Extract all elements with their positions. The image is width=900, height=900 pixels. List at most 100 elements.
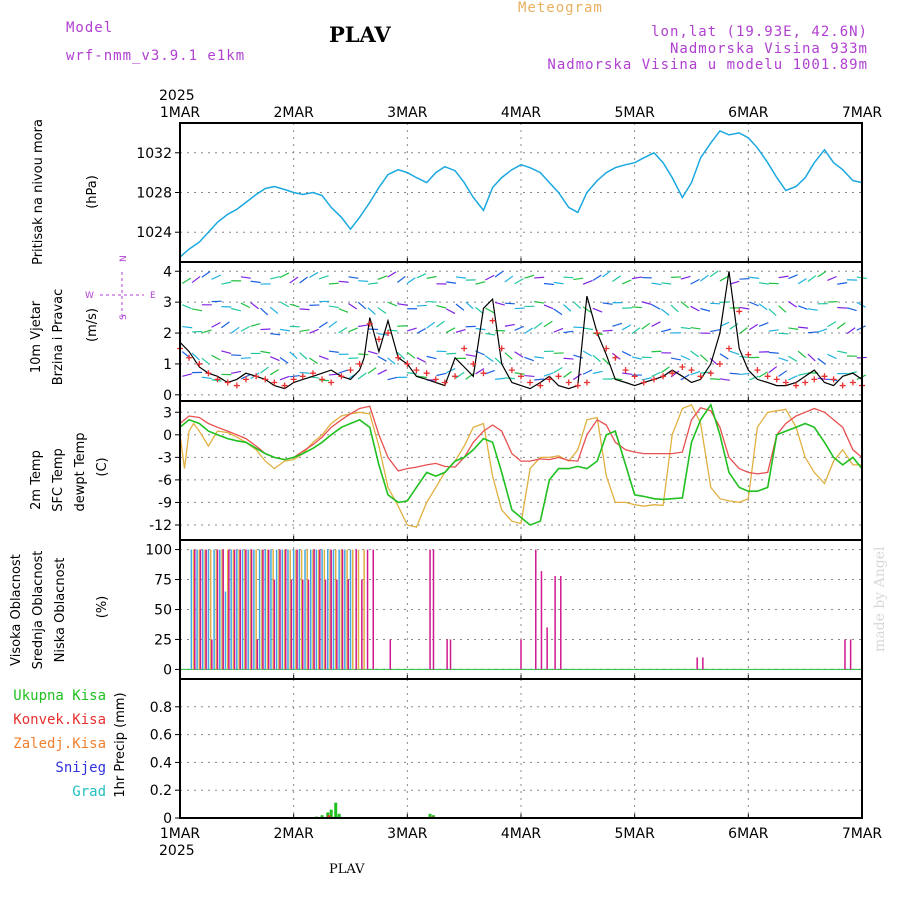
wind-gust-mark — [583, 379, 590, 386]
wind-speed-line — [179, 271, 863, 390]
wind-arrow — [357, 301, 367, 310]
precip-bar — [428, 813, 432, 818]
wind-arrow — [367, 307, 376, 315]
wind-arrow — [201, 271, 211, 278]
wind-arrow — [240, 302, 251, 309]
wind-arrow — [348, 276, 359, 279]
wind-gust-mark — [413, 367, 420, 374]
cloud-low-axis-title: Niska Oblacnost — [53, 558, 68, 663]
wind-arrow — [768, 351, 779, 354]
pressure-axis-title: Pritisak na nivou mora — [31, 119, 46, 265]
wind-gust-mark — [574, 382, 581, 389]
wind-gust-mark — [338, 373, 345, 380]
y-tick-label: 4 — [163, 264, 172, 280]
wind-arrow — [690, 350, 700, 358]
wind-arrow — [279, 375, 290, 381]
wind-arrow — [641, 322, 651, 330]
wind-gust-mark — [754, 367, 761, 374]
lonlat-label: lon,lat (19.93E, 42.6N) — [651, 24, 868, 40]
wind-arrow — [299, 276, 308, 284]
wind-arrow — [690, 305, 700, 312]
y-tick-label: 2 — [163, 326, 172, 342]
y-tick-label: 0.2 — [150, 783, 172, 799]
wind-arrow — [768, 366, 778, 374]
wind-gust-mark — [811, 376, 818, 383]
wind-arrow — [563, 370, 572, 378]
wind-arrow — [387, 329, 398, 332]
wind-arrow — [250, 322, 261, 327]
wind-arrow — [680, 374, 690, 381]
panel-frame — [179, 122, 863, 263]
wind-arrow — [582, 306, 592, 313]
wind-gust-mark — [782, 379, 789, 386]
wind-arrow — [455, 276, 466, 279]
y-tick-label: 0 — [163, 811, 172, 827]
wind-arrow — [680, 275, 691, 280]
wind-arrow — [592, 307, 603, 313]
wind-arrow — [846, 307, 857, 312]
wind-arrow — [455, 303, 465, 311]
wind-arrow — [837, 350, 848, 354]
product-title: Meteogram — [518, 0, 603, 16]
wind-gust-mark — [423, 370, 430, 377]
wind-arrow — [269, 306, 279, 315]
wind-arrow — [211, 379, 222, 382]
wind-arrow — [797, 372, 809, 376]
wind-arrow — [250, 302, 259, 310]
wind-gust-mark — [461, 345, 468, 352]
y-tick-label: 25 — [154, 632, 172, 648]
wind-arrow — [328, 282, 339, 285]
wind-arrow — [358, 280, 369, 282]
wind-arrow — [387, 271, 397, 278]
wind-arrow — [211, 274, 221, 280]
time-label-top: 7MAR — [842, 105, 883, 121]
wind-arrow — [191, 308, 203, 312]
wind-gust-mark — [205, 370, 212, 377]
wind-arrow — [231, 307, 242, 312]
time-label-bottom: 3MAR — [387, 826, 428, 842]
wind-arrow — [573, 277, 584, 281]
time-label-bottom: 7MAR — [842, 826, 883, 842]
wind-arrow — [504, 275, 514, 283]
y-tick-label: -12 — [149, 518, 172, 534]
wind-arrow — [592, 274, 602, 282]
wind-arrow — [484, 355, 494, 363]
wind-arrow — [778, 332, 789, 335]
wind-arrow — [358, 353, 369, 356]
wind-gust-mark — [299, 373, 306, 380]
compass-cross — [100, 272, 144, 318]
wind-arrow — [485, 307, 495, 314]
wind-arrow — [181, 277, 192, 284]
model-elevation-label: Nadmorska Visina u modelu 1001.89m — [547, 57, 868, 73]
wind-gust-mark — [527, 379, 534, 386]
pressure-axis-unit: (hPa) — [85, 175, 100, 209]
compass-w: W — [85, 291, 94, 301]
wind-arrow — [495, 377, 506, 380]
wind-arrow — [660, 366, 670, 374]
wind-gust-mark — [839, 382, 846, 389]
wind-arrow — [270, 333, 281, 336]
wind-gust-mark — [186, 354, 193, 361]
wind-arrow — [406, 351, 416, 359]
temp2m-axis-title: 2m Temp — [29, 450, 44, 510]
wind-arrow — [406, 327, 417, 332]
wind-arrow — [837, 306, 848, 309]
wind-gust-mark — [281, 382, 288, 389]
wind-arrow — [582, 369, 593, 375]
wind-arrow — [622, 372, 633, 375]
wind-arrow — [485, 332, 496, 336]
wind-arrow — [680, 355, 691, 361]
elevation-label: Nadmorska Visina 933m — [669, 41, 868, 57]
wind-arrow — [739, 327, 748, 335]
wind-arrow — [377, 355, 387, 362]
wind-arrow — [573, 354, 584, 359]
wind-arrow — [524, 274, 535, 279]
wind-arrow — [201, 357, 211, 365]
model-name: wrf-nmm_v3.9.1 e1km — [66, 48, 246, 64]
wind-gust-mark — [707, 370, 714, 377]
wind-arrow — [279, 356, 289, 364]
wind-arrow — [631, 306, 642, 309]
wind-arrow — [621, 350, 632, 357]
wind-arrow — [699, 354, 709, 362]
